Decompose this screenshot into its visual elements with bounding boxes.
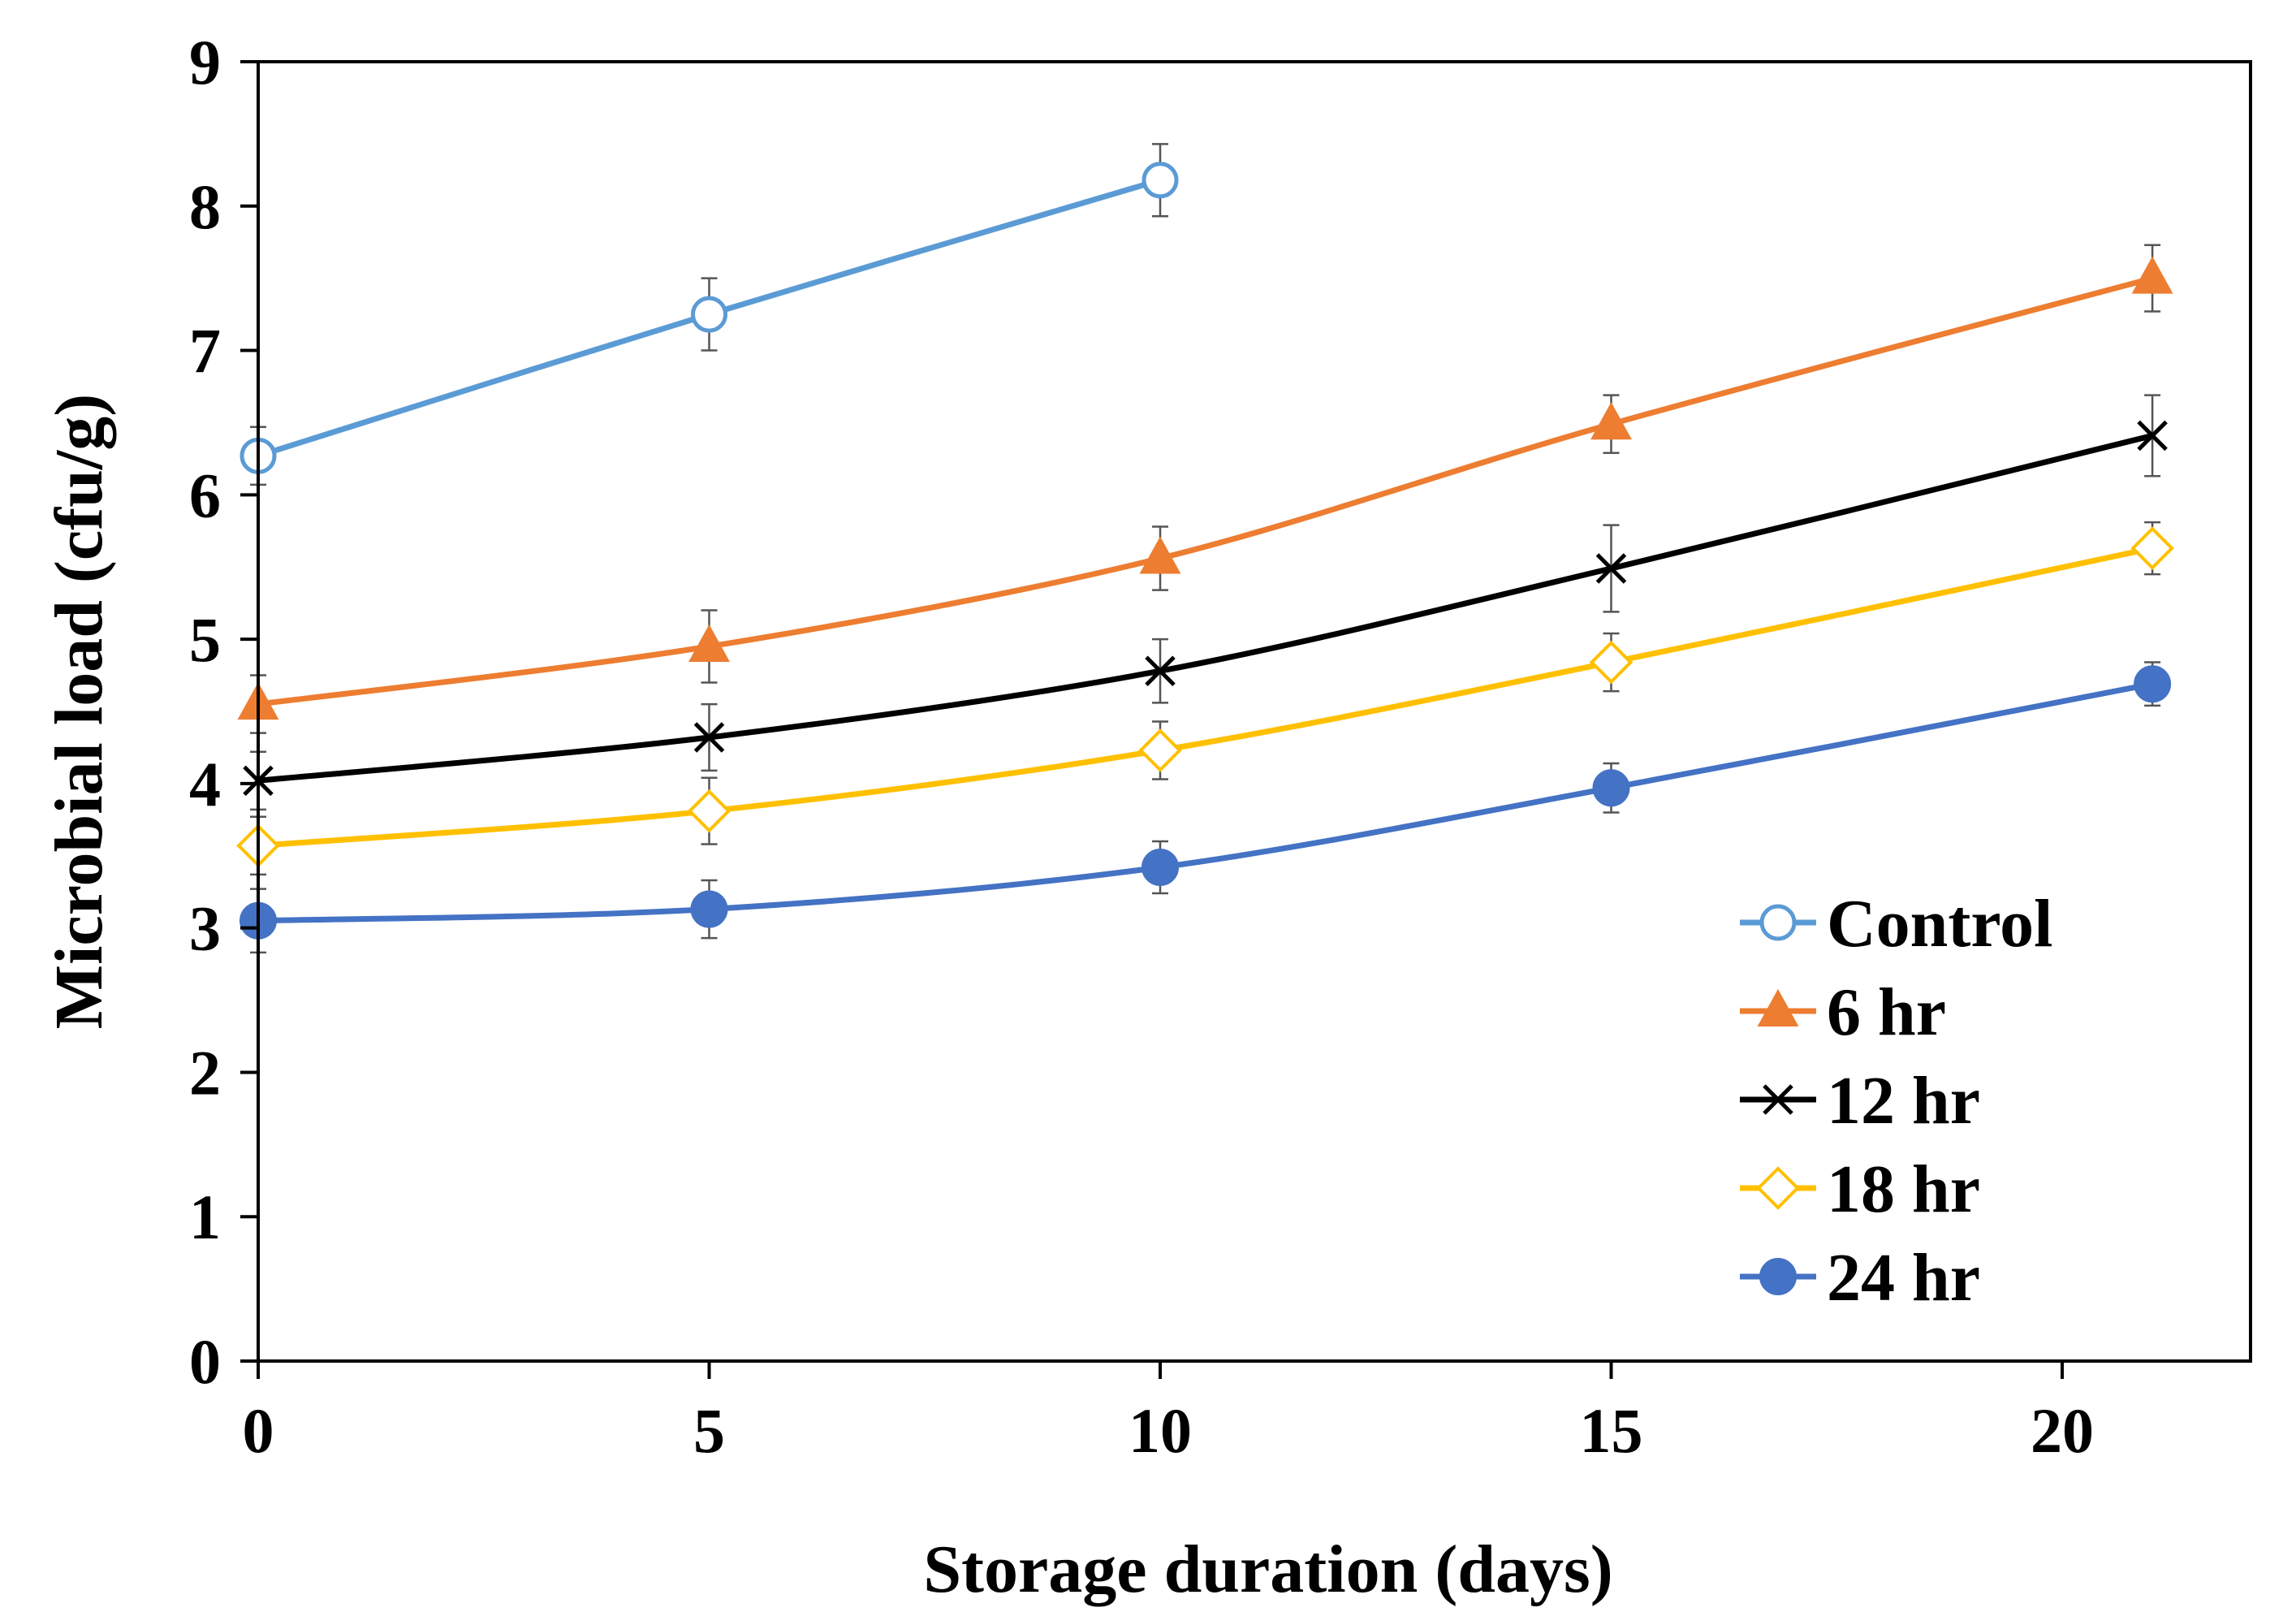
- legend-item: 18 hr: [1740, 1152, 1980, 1227]
- legend-marker: [1759, 1258, 1797, 1295]
- y-tick-label: 6: [189, 460, 221, 530]
- legend-item: Control: [1740, 886, 2052, 962]
- data-point: [2134, 665, 2172, 703]
- x-axis-title: Storage duration (days): [923, 1532, 1612, 1607]
- x-tick-label: 20: [2031, 1395, 2094, 1466]
- legend-label: 24 hr: [1827, 1240, 1980, 1316]
- y-tick-label: 5: [189, 604, 221, 675]
- legend-marker: [1756, 1166, 1800, 1210]
- legend-label: Control: [1827, 886, 2052, 962]
- data-point: [690, 890, 728, 928]
- series-18-hr: [236, 521, 2174, 876]
- data-point: [691, 296, 727, 333]
- axes-layer: 0 1 2 3 4 5 6 7 8 9 0 5 10 15 20: [189, 27, 2094, 1466]
- legend-marker: [1759, 904, 1797, 941]
- legend-marker: [1757, 988, 1799, 1026]
- data-point: [1142, 849, 1179, 886]
- data-point: [1589, 640, 1634, 685]
- legend-label: 6 hr: [1827, 975, 1946, 1050]
- legend-marker: [1763, 1084, 1793, 1115]
- series-line: [257, 433, 2153, 784]
- y-axis-title: Microbial load (cfu/g): [41, 394, 117, 1029]
- y-tick-label: 4: [189, 749, 221, 819]
- data-point: [688, 624, 730, 662]
- legend: Control 6 hr 12 hr 18 hr 24 hr: [1740, 886, 2052, 1316]
- series-line: [257, 275, 2154, 707]
- legend-item: 6 hr: [1740, 975, 1946, 1050]
- y-tick-label: 7: [189, 316, 221, 387]
- data-point: [1138, 728, 1182, 772]
- data-point: [1139, 536, 1181, 574]
- data-point: [1145, 655, 1176, 686]
- y-tick-label: 3: [189, 893, 221, 964]
- y-tick-label: 2: [189, 1037, 221, 1108]
- legend-label: 12 hr: [1827, 1063, 1980, 1139]
- data-point: [687, 789, 732, 833]
- y-tick-label: 9: [189, 27, 221, 97]
- data-point: [1595, 553, 1627, 584]
- series-12-hr: [243, 394, 2168, 811]
- legend-item: 24 hr: [1740, 1240, 1980, 1316]
- legend-item: 12 hr: [1740, 1063, 1980, 1139]
- y-tick-label: 0: [189, 1326, 221, 1397]
- data-point: [2137, 420, 2168, 452]
- x-tick-label: 0: [243, 1395, 274, 1466]
- data-point: [693, 722, 725, 753]
- legend-label: 18 hr: [1827, 1152, 1980, 1227]
- data-point: [1590, 402, 1632, 440]
- x-tick-label: 5: [693, 1395, 725, 1466]
- data-point: [1142, 162, 1179, 199]
- data-point: [2130, 526, 2174, 570]
- x-tick-label: 10: [1129, 1395, 1192, 1466]
- data-point: [2131, 256, 2173, 294]
- y-tick-label: 8: [189, 171, 221, 242]
- plot-area-frame: [257, 60, 2252, 1363]
- data-point: [1592, 769, 1630, 807]
- x-tick-label: 15: [1580, 1395, 1643, 1466]
- series-6-hr: [237, 244, 2173, 734]
- y-tick-label: 1: [189, 1182, 221, 1252]
